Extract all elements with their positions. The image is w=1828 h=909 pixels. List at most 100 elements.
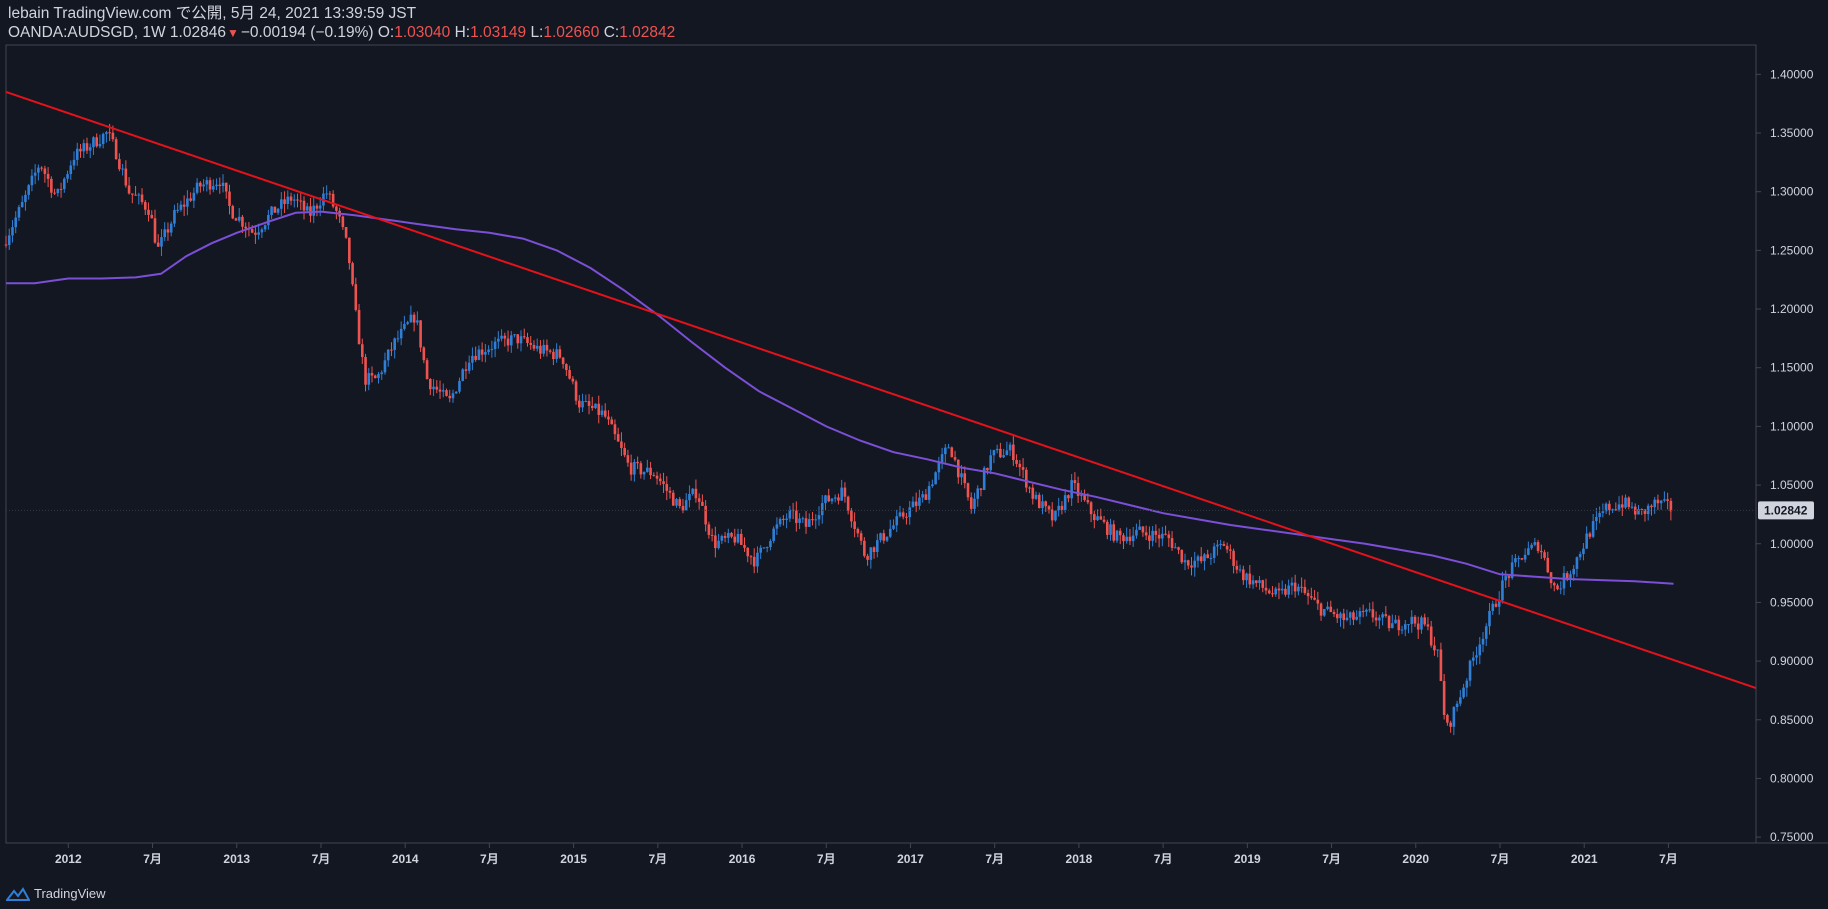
candle-body (610, 419, 614, 425)
plot-frame (5, 44, 1757, 844)
candle-body (574, 381, 578, 401)
candle-body (1274, 588, 1278, 595)
candle-body (976, 488, 980, 499)
candle-body (166, 229, 170, 233)
candle-body (273, 206, 277, 213)
candle-body (244, 226, 247, 229)
candle-body (1102, 519, 1106, 522)
candle-body (613, 424, 617, 435)
y-tick-label: 0.75000 (1770, 830, 1814, 844)
candle-body (1329, 606, 1333, 613)
candle-body (403, 323, 406, 329)
candle-body (143, 202, 147, 210)
candle-body (701, 501, 704, 506)
candle-body (565, 364, 568, 371)
candle-body (364, 357, 367, 385)
candle-body (357, 309, 361, 345)
candle-body (749, 556, 753, 558)
candle-body (192, 192, 196, 201)
candle-body (982, 467, 986, 490)
candle-body (160, 237, 163, 247)
candle-body (1617, 504, 1621, 510)
candle-body (879, 533, 882, 541)
candle-body (20, 202, 24, 208)
candle-body (995, 448, 999, 451)
x-tick-label: 2013 (223, 852, 250, 866)
candle-body (1410, 616, 1414, 625)
candle-body (228, 191, 231, 206)
candle-body (846, 496, 850, 511)
candle-body (824, 495, 827, 504)
candle-body (254, 232, 257, 235)
candle-body (992, 450, 996, 456)
candle-body (85, 143, 89, 151)
candle-body (901, 512, 905, 517)
candle-body (1025, 469, 1028, 488)
candle-body (1015, 460, 1018, 464)
candle-body (733, 536, 737, 543)
candle-body (1170, 538, 1174, 548)
y-tick-label: 1.00000 (1770, 537, 1814, 551)
candle-body (817, 515, 821, 520)
candle-body (153, 218, 157, 243)
candle-body (351, 263, 354, 285)
candle-body (859, 533, 863, 541)
candle-body (1527, 548, 1530, 555)
candle-body (69, 165, 73, 175)
candle-body (1005, 450, 1009, 456)
candle-body (11, 227, 14, 236)
candle-body (1494, 603, 1498, 607)
candle-body (568, 370, 571, 379)
y-tick-label: 0.85000 (1770, 713, 1814, 727)
candle-body (532, 344, 536, 349)
y-tick-label: 1.35000 (1770, 126, 1814, 140)
candle-body (1054, 510, 1057, 521)
candle-body (312, 205, 316, 216)
high-label: H: (454, 24, 471, 41)
candle-body (840, 487, 843, 501)
candle-body (1254, 580, 1258, 584)
candle-body (1209, 557, 1213, 559)
candle-body (662, 481, 665, 485)
candle-body (72, 159, 76, 166)
candle-body (561, 357, 565, 365)
candle-body (1293, 582, 1297, 592)
candle-body (966, 483, 970, 498)
candle-body (37, 167, 40, 173)
y-tick-label: 0.95000 (1770, 595, 1814, 609)
candle-body (56, 188, 60, 194)
x-tick-label: 7月 (480, 852, 499, 866)
candle-body (1112, 524, 1116, 541)
candle-body (7, 235, 11, 245)
candle-body (1637, 509, 1640, 515)
tradingview-logo[interactable]: TradingView (6, 886, 106, 901)
candle-body (1280, 588, 1284, 591)
candle-body (1258, 580, 1261, 584)
candle-body (607, 416, 610, 420)
candle-body (480, 349, 484, 355)
candle-body (1578, 554, 1582, 558)
candle-body (461, 369, 465, 381)
candle-body (1335, 614, 1339, 619)
candle-body (1523, 554, 1527, 560)
candle-body (681, 506, 685, 511)
candle-body (503, 335, 507, 339)
candle-body (934, 472, 937, 485)
candle-body (856, 528, 860, 534)
candle-body (43, 168, 47, 174)
candle-body (655, 475, 659, 479)
candle-body (92, 137, 95, 148)
candle-body (694, 488, 698, 499)
candle-body (1271, 593, 1274, 595)
candle-body (1310, 596, 1313, 598)
candle-body (1326, 606, 1329, 610)
candle-body (578, 400, 581, 408)
candle-body (27, 185, 30, 195)
candle-body (150, 214, 154, 219)
candle-body (422, 347, 426, 361)
candle-body (1484, 626, 1488, 639)
candle-body (853, 521, 856, 529)
candle-body (1591, 521, 1595, 537)
candle-body (1128, 536, 1132, 542)
